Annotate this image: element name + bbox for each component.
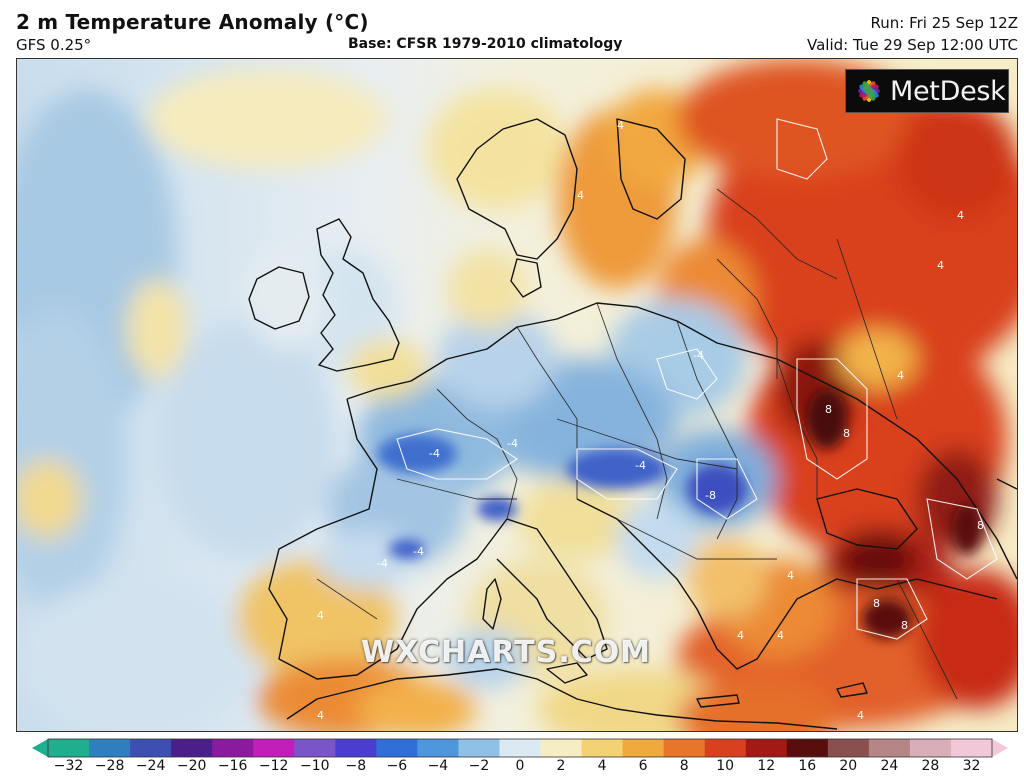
base-climatology-label: Base: CFSR 1979-2010 climatology <box>348 36 623 52</box>
contour-label: 8 <box>977 519 984 532</box>
legend-color-cell <box>499 739 542 757</box>
legend-tick: 32 <box>962 758 981 774</box>
legend-tick: 20 <box>839 758 858 774</box>
legend-tick: −32 <box>53 758 84 774</box>
legend-color-cell <box>89 739 131 757</box>
contour-label: 8 <box>843 427 850 440</box>
chart-title: 2 m Temperature Anomaly (°C) <box>16 10 369 34</box>
legend-color-cell <box>212 739 254 757</box>
contour-label: 4 <box>777 629 784 642</box>
legend-color-cell <box>48 739 90 757</box>
legend-color-cell <box>335 739 377 757</box>
contour-label: 8 <box>873 597 880 610</box>
anomaly-field <box>17 59 1017 731</box>
contour-label: 4 <box>737 629 744 642</box>
coastlines <box>248 118 1017 730</box>
legend-right-arrow <box>992 739 1008 757</box>
contour-label: -4 <box>507 437 518 450</box>
legend-color-cell <box>868 739 911 757</box>
contour-label: 4 <box>787 569 794 582</box>
anomaly-map[interactable]: -4 -4 -4 -4 -8 8 8 8 8 8 4 4 4 4 4 4 4 4… <box>16 58 1018 732</box>
legend-tick: 24 <box>880 758 899 774</box>
model-label: GFS 0.25° <box>16 36 92 54</box>
legend-tick: 2 <box>556 758 566 774</box>
legend-tick: 16 <box>798 758 817 774</box>
legend-left-arrow <box>32 739 48 757</box>
legend-tick: −12 <box>258 758 289 774</box>
contour-label: -4 <box>429 447 440 460</box>
contour-label: -4 <box>635 459 646 472</box>
contour-label: 4 <box>617 119 624 132</box>
legend-color-cell <box>827 739 870 757</box>
legend-tick: −20 <box>176 758 207 774</box>
contour-label: -8 <box>705 489 716 502</box>
legend-colorbar <box>32 738 1008 758</box>
contour-label: 4 <box>957 209 964 222</box>
legend-color-cell <box>458 739 501 757</box>
legend-color-cell <box>663 739 706 757</box>
contour-label: -4 <box>377 557 388 570</box>
legend-tick: 28 <box>921 758 940 774</box>
legend-tick: 12 <box>757 758 776 774</box>
legend-tick: 4 <box>597 758 607 774</box>
legend-tick: 8 <box>679 758 689 774</box>
legend-color-cell <box>704 739 747 757</box>
legend-tick: −16 <box>217 758 248 774</box>
legend-tick: −8 <box>345 758 367 774</box>
legend-color-cell <box>171 739 213 757</box>
legend-color-cell <box>581 739 624 757</box>
legend-tick: −24 <box>135 758 166 774</box>
legend-color-cell <box>253 739 295 757</box>
contour-label: 8 <box>901 619 908 632</box>
contour-label: -4 <box>693 349 704 362</box>
contour-label: 4 <box>937 259 944 272</box>
legend-color-cell <box>950 739 993 757</box>
contour-lines <box>396 118 998 640</box>
legend-tick-labels: −32 −28 −24 −20 −16 −12 −10 −8 −6 −4 −2 0 2 4 6 8 10 12 16… <box>0 758 1024 782</box>
valid-time-label: Valid: Tue 29 Sep 12:00 UTC <box>807 36 1018 54</box>
legend-tick: −10 <box>300 758 330 774</box>
contour-label: 4 <box>317 609 324 622</box>
legend-color-cell <box>294 739 336 757</box>
legend-tick: 6 <box>638 758 648 774</box>
metdesk-logo: MetDesk <box>845 69 1009 113</box>
legend-color-cell <box>417 739 460 757</box>
legend-tick: −4 <box>427 758 449 774</box>
legend-color-cell <box>130 739 172 757</box>
legend-color-cell <box>909 739 952 757</box>
legend-color-cell <box>786 739 829 757</box>
legend-color-cell <box>540 739 583 757</box>
legend-color-cell <box>376 739 418 757</box>
legend-tick: −6 <box>386 758 408 774</box>
run-time-label: Run: Fri 25 Sep 12Z <box>870 14 1018 32</box>
legend-tick: −28 <box>94 758 125 774</box>
contour-label: 8 <box>825 403 832 416</box>
legend-tick: −2 <box>468 758 490 774</box>
metdesk-flower-icon <box>858 80 880 102</box>
contour-label: 4 <box>577 189 584 202</box>
legend-color-cell <box>622 739 665 757</box>
contour-label: -4 <box>413 545 424 558</box>
contour-label: 4 <box>897 369 904 382</box>
legend-tick: 0 <box>515 758 525 774</box>
watermark: WXCHARTS.COM <box>361 635 652 670</box>
legend-color-cell <box>745 739 788 757</box>
map-canvas: -4 -4 -4 -4 -8 8 8 8 8 8 4 4 4 4 4 4 4 4… <box>17 59 1017 731</box>
contour-label: 4 <box>857 709 864 722</box>
legend-tick: 10 <box>716 758 735 774</box>
contour-label: 4 <box>317 709 324 722</box>
logo-text: MetDesk <box>890 75 1006 107</box>
